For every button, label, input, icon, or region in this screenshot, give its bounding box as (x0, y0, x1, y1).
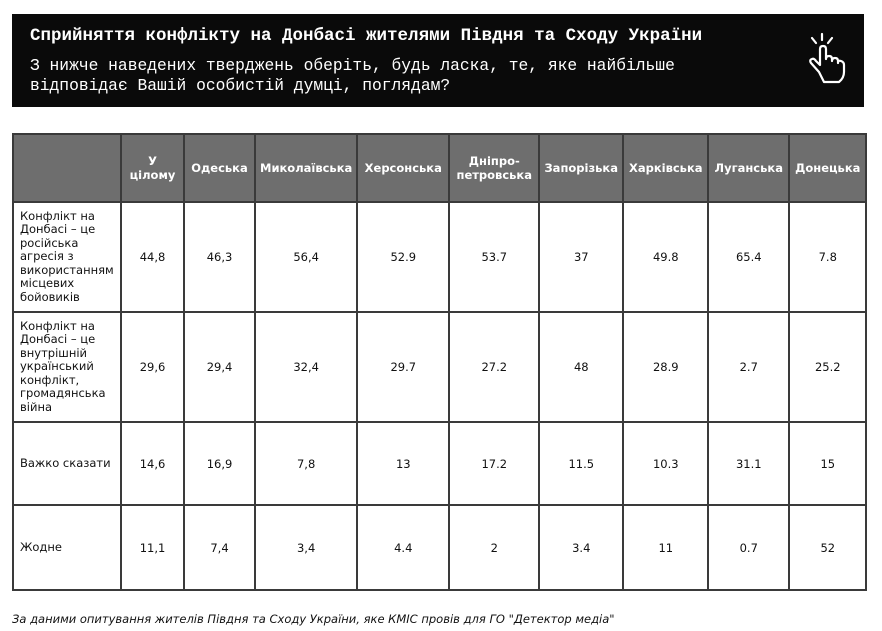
column-header: У цілому (120, 133, 185, 203)
table-row: Конфлікт на Донбасі – це російська агрес… (12, 201, 868, 313)
cell-value: 11.5 (538, 421, 625, 506)
cell-value: 10.3 (622, 421, 710, 506)
row-label: Конфлікт на Донбасі – це російська агрес… (12, 201, 122, 313)
column-header: Запорізька (538, 133, 625, 203)
cell-value: 7,8 (253, 421, 359, 506)
cell-value: 11,1 (120, 504, 185, 591)
table-row: Жодне 11,1 7,4 3,4 4.4 2 3.4 11 0.7 52 (12, 504, 868, 591)
cell-value: 52 (788, 504, 868, 591)
cell-value: 25.2 (788, 311, 868, 423)
row-label: Конфлікт на Донбасі – це внутрішній укра… (12, 311, 122, 423)
cell-value: 46,3 (183, 201, 256, 313)
cell-value: 16,9 (183, 421, 256, 506)
cell-value: 52.9 (356, 201, 451, 313)
cell-value: 7,4 (183, 504, 256, 591)
column-header: Дніпро-петровська (448, 133, 541, 203)
cell-value: 31.1 (707, 421, 791, 506)
cell-value: 2.7 (707, 311, 791, 423)
title: Сприйняття конфлікту на Донбасі жителями… (30, 26, 703, 46)
row-label: Жодне (12, 504, 122, 591)
cell-value: 49.8 (622, 201, 710, 313)
cell-value: 53.7 (448, 201, 541, 313)
cell-value: 2 (448, 504, 541, 591)
column-header: Одеська (183, 133, 256, 203)
cell-value: 32,4 (253, 311, 359, 423)
column-header: Луганська (707, 133, 791, 203)
column-header: Донецька (788, 133, 868, 203)
cell-value: 15 (788, 421, 868, 506)
cell-value: 3,4 (253, 504, 359, 591)
cell-value: 37 (538, 201, 625, 313)
cell-value: 48 (538, 311, 625, 423)
hand-icon (809, 32, 846, 84)
cell-value: 56,4 (253, 201, 359, 313)
cell-value: 13 (356, 421, 451, 506)
column-header: Херсонська (356, 133, 451, 203)
cell-value: 17.2 (448, 421, 541, 506)
cell-value: 7.8 (788, 201, 868, 313)
cell-value: 3.4 (538, 504, 625, 591)
cell-value: 11 (622, 504, 710, 591)
table-row: Важко сказати 14,6 16,9 7,8 13 17.2 11.5 10.3 31… (12, 421, 868, 506)
cell-value: 27.2 (448, 311, 541, 423)
cell-value: 29.7 (356, 311, 451, 423)
cell-value: 28.9 (622, 311, 710, 423)
column-header: Миколаївська (253, 133, 359, 203)
table-row: Конфлікт на Донбасі – це внутрішній укра… (12, 311, 868, 423)
cell-value: 29,6 (120, 311, 185, 423)
cell-value: 14,6 (120, 421, 185, 506)
header: Сприйняття конфлікту на Донбасі жителями… (12, 14, 864, 107)
cell-value: 65.4 (707, 201, 791, 313)
cell-value: 44,8 (120, 201, 185, 313)
cell-value: 29,4 (183, 311, 256, 423)
source-note: За даними опитування жителів Півдня та С… (12, 612, 615, 626)
table: У цілому Одеська Миколаївська Херсонська Дні… (12, 133, 868, 591)
subtitle: З нижче наведених тверджень оберіть, буд… (30, 56, 675, 95)
cell-value: 4.4 (356, 504, 451, 591)
corner-cell (12, 133, 122, 203)
row-label: Важко сказати (12, 421, 122, 506)
cell-value: 0.7 (707, 504, 791, 591)
column-header: Харківська (622, 133, 710, 203)
